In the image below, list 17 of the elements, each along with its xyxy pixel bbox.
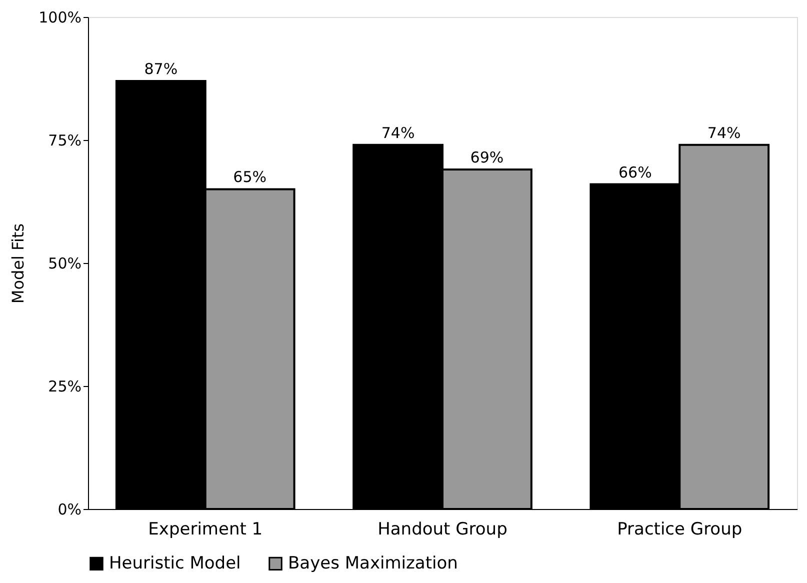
data-label: 74% — [707, 124, 741, 142]
y-tick-label: 50% — [48, 254, 82, 272]
legend-label: Heuristic Model — [109, 554, 241, 574]
x-tick-label: Handout Group — [378, 520, 508, 540]
y-tick-label: 75% — [48, 132, 82, 150]
data-label: 69% — [470, 148, 504, 167]
legend-label: Bayes Maximization — [288, 554, 458, 574]
data-label: 87% — [144, 60, 178, 78]
data-label: 65% — [233, 168, 267, 186]
y-axis-title: Model Fits — [8, 223, 28, 304]
x-tick-label: Practice Group — [617, 520, 742, 540]
data-label: 66% — [618, 163, 652, 182]
y-tick-label: 0% — [58, 500, 82, 518]
y-tick-label: 25% — [48, 378, 82, 396]
x-tick-label: Experiment 1 — [148, 520, 263, 540]
y-tick-label: 100% — [38, 8, 82, 26]
data-label: 74% — [381, 124, 415, 142]
